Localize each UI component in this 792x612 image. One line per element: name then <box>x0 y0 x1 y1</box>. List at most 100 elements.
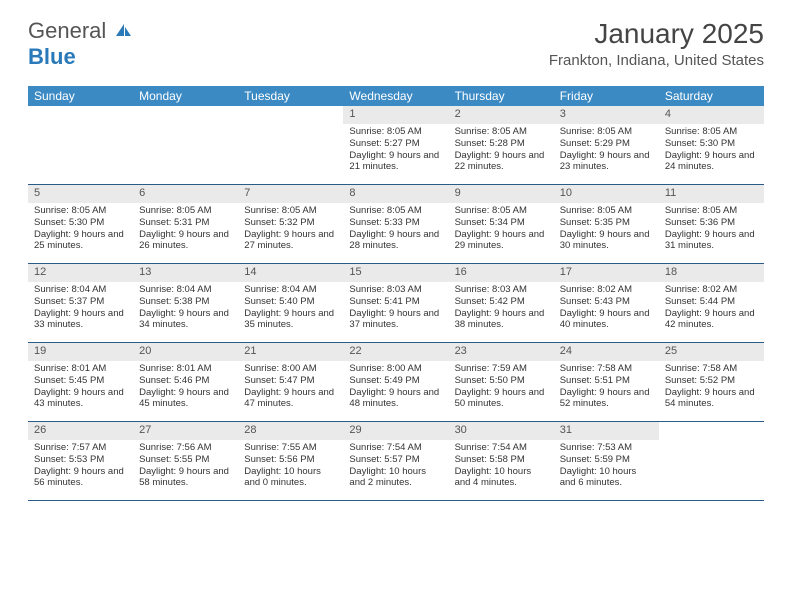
calendar-header-cell: Thursday <box>449 86 554 106</box>
title-block: January 2025 Frankton, Indiana, United S… <box>549 18 764 69</box>
sunset-line: Sunset: 5:28 PM <box>455 138 548 150</box>
calendar-day-cell: 23Sunrise: 7:59 AMSunset: 5:50 PMDayligh… <box>449 343 554 421</box>
calendar-day-cell: 12Sunrise: 8:04 AMSunset: 5:37 PMDayligh… <box>28 264 133 342</box>
sunset-line: Sunset: 5:57 PM <box>349 454 442 466</box>
daylight-line: Daylight: 9 hours and 58 minutes. <box>139 466 232 490</box>
calendar-day-cell: 16Sunrise: 8:03 AMSunset: 5:42 PMDayligh… <box>449 264 554 342</box>
calendar-day-cell: 21 Sunrise: 8:00 AMSunset: 5:47 PMDayligh… <box>238 343 343 421</box>
day-info: Sunrise: 7:54 AMSunset: 5:57 PMDaylight:… <box>343 442 448 490</box>
calendar-day-cell: 17Sunrise: 8:02 AMSunset: 5:43 PMDayligh… <box>554 264 659 342</box>
daylight-line: Daylight: 9 hours and 37 minutes. <box>349 308 442 332</box>
calendar-day-cell: 1Sunrise: 8:05 AMSunset: 5:27 PMDaylight… <box>343 106 448 184</box>
day-info: Sunrise: 8:04 AMSunset: 5:40 PMDaylight:… <box>238 284 343 332</box>
day-number: 24 <box>554 343 659 361</box>
logo-word-2: Blue <box>28 44 76 69</box>
day-number: 17 <box>554 264 659 282</box>
daylight-line: Daylight: 9 hours and 43 minutes. <box>34 387 127 411</box>
sunrise-line: Sunrise: 8:05 AM <box>455 126 548 138</box>
sunset-line: Sunset: 5:32 PM <box>244 217 337 229</box>
daylight-line: Daylight: 9 hours and 24 minutes. <box>665 150 758 174</box>
calendar-day-cell: 25 Sunrise: 7:58 AMSunset: 5:52 PMDayligh… <box>659 343 764 421</box>
calendar-header-cell: Tuesday <box>238 86 343 106</box>
daylight-line: Daylight: 10 hours and 4 minutes. <box>455 466 548 490</box>
day-number: 26 <box>28 422 133 440</box>
calendar-day-cell: 30 Sunrise: 7:54 AMSunset: 5:58 PMDayligh… <box>449 422 554 500</box>
daylight-line: Daylight: 10 hours and 2 minutes. <box>349 466 442 490</box>
day-number: 25 <box>659 343 764 361</box>
daylight-line: Daylight: 9 hours and 35 minutes. <box>244 308 337 332</box>
calendar-day-cell: 27Sunrise: 7:56 AMSunset: 5:55 PMDayligh… <box>133 422 238 500</box>
calendar-day-cell: 13Sunrise: 8:04 AMSunset: 5:38 PMDayligh… <box>133 264 238 342</box>
sunrise-line: Sunrise: 8:05 AM <box>34 205 127 217</box>
calendar-day-cell: 20Sunrise: 8:01 AMSunset: 5:46 PMDayligh… <box>133 343 238 421</box>
sunset-line: Sunset: 5:29 PM <box>560 138 653 150</box>
logo: General Blue <box>28 18 134 70</box>
daylight-line: Daylight: 9 hours and 45 minutes. <box>139 387 232 411</box>
calendar-header-cell: Monday <box>133 86 238 106</box>
day-number: 3 <box>554 106 659 124</box>
calendar-week-row: 1Sunrise: 8:05 AMSunset: 5:27 PMDaylight… <box>28 106 764 185</box>
sunset-line: Sunset: 5:43 PM <box>560 296 653 308</box>
day-number: 13 <box>133 264 238 282</box>
daylight-line: Daylight: 10 hours and 6 minutes. <box>560 466 653 490</box>
calendar-header-cell: Wednesday <box>343 86 448 106</box>
daylight-line: Daylight: 9 hours and 23 minutes. <box>560 150 653 174</box>
sunset-line: Sunset: 5:30 PM <box>665 138 758 150</box>
sunset-line: Sunset: 5:53 PM <box>34 454 127 466</box>
day-number: 4 <box>659 106 764 124</box>
day-info: Sunrise: 8:05 AMSunset: 5:27 PMDaylight:… <box>343 126 448 174</box>
calendar-day-cell: 7Sunrise: 8:05 AMSunset: 5:32 PMDaylight… <box>238 185 343 263</box>
daylight-line: Daylight: 9 hours and 22 minutes. <box>455 150 548 174</box>
calendar-day-cell: 5Sunrise: 8:05 AMSunset: 5:30 PMDaylight… <box>28 185 133 263</box>
daylight-line: Daylight: 9 hours and 56 minutes. <box>34 466 127 490</box>
day-info: Sunrise: 7:57 AMSunset: 5:53 PMDaylight:… <box>28 442 133 490</box>
sunrise-line: Sunrise: 8:00 AM <box>244 363 337 375</box>
sunset-line: Sunset: 5:42 PM <box>455 296 548 308</box>
calendar-header-cell: Friday <box>554 86 659 106</box>
sunset-line: Sunset: 5:49 PM <box>349 375 442 387</box>
daylight-line: Daylight: 9 hours and 29 minutes. <box>455 229 548 253</box>
day-number: 9 <box>449 185 554 203</box>
sunrise-line: Sunrise: 8:03 AM <box>349 284 442 296</box>
day-number: 2 <box>449 106 554 124</box>
sunset-line: Sunset: 5:37 PM <box>34 296 127 308</box>
location-subtitle: Frankton, Indiana, United States <box>549 52 764 69</box>
calendar-header-cell: Saturday <box>659 86 764 106</box>
sail-icon <box>114 22 134 38</box>
sunset-line: Sunset: 5:27 PM <box>349 138 442 150</box>
day-number: 30 <box>449 422 554 440</box>
day-number: 15 <box>343 264 448 282</box>
sunrise-line: Sunrise: 7:56 AM <box>139 442 232 454</box>
sunrise-line: Sunrise: 7:59 AM <box>455 363 548 375</box>
sunset-line: Sunset: 5:38 PM <box>139 296 232 308</box>
sunrise-line: Sunrise: 8:05 AM <box>455 205 548 217</box>
day-number: 29 <box>343 422 448 440</box>
calendar-day-cell: 6Sunrise: 8:05 AMSunset: 5:31 PMDaylight… <box>133 185 238 263</box>
day-number: 23 <box>449 343 554 361</box>
day-number: 18 <box>659 264 764 282</box>
calendar-day-cell: 14Sunrise: 8:04 AMSunset: 5:40 PMDayligh… <box>238 264 343 342</box>
day-info: Sunrise: 8:00 AMSunset: 5:47 PMDaylight:… <box>238 363 343 411</box>
sunrise-line: Sunrise: 8:05 AM <box>560 205 653 217</box>
day-info: Sunrise: 8:01 AMSunset: 5:45 PMDaylight:… <box>28 363 133 411</box>
sunrise-line: Sunrise: 8:05 AM <box>244 205 337 217</box>
sunrise-line: Sunrise: 8:05 AM <box>139 205 232 217</box>
calendar-day-cell: 2 Sunrise: 8:05 AMSunset: 5:28 PMDaylight… <box>449 106 554 184</box>
daylight-line: Daylight: 9 hours and 42 minutes. <box>665 308 758 332</box>
calendar-day-cell: 19Sunrise: 8:01 AMSunset: 5:45 PMDayligh… <box>28 343 133 421</box>
sunrise-line: Sunrise: 8:01 AM <box>139 363 232 375</box>
sunrise-line: Sunrise: 7:54 AM <box>349 442 442 454</box>
day-info: Sunrise: 7:54 AMSunset: 5:58 PMDaylight:… <box>449 442 554 490</box>
day-info: Sunrise: 8:05 AMSunset: 5:30 PMDaylight:… <box>28 205 133 253</box>
sunrise-line: Sunrise: 8:05 AM <box>665 205 758 217</box>
calendar-day-cell: 4Sunrise: 8:05 AMSunset: 5:30 PMDaylight… <box>659 106 764 184</box>
calendar-day-cell: 3 Sunrise: 8:05 AMSunset: 5:29 PMDaylight… <box>554 106 659 184</box>
sunset-line: Sunset: 5:56 PM <box>244 454 337 466</box>
day-info: Sunrise: 8:04 AMSunset: 5:37 PMDaylight:… <box>28 284 133 332</box>
day-number: 21 <box>238 343 343 361</box>
sunset-line: Sunset: 5:40 PM <box>244 296 337 308</box>
day-number: 6 <box>133 185 238 203</box>
day-info: Sunrise: 7:58 AMSunset: 5:52 PMDaylight:… <box>659 363 764 411</box>
day-info: Sunrise: 8:03 AMSunset: 5:42 PMDaylight:… <box>449 284 554 332</box>
day-info: Sunrise: 8:05 AMSunset: 5:29 PMDaylight:… <box>554 126 659 174</box>
